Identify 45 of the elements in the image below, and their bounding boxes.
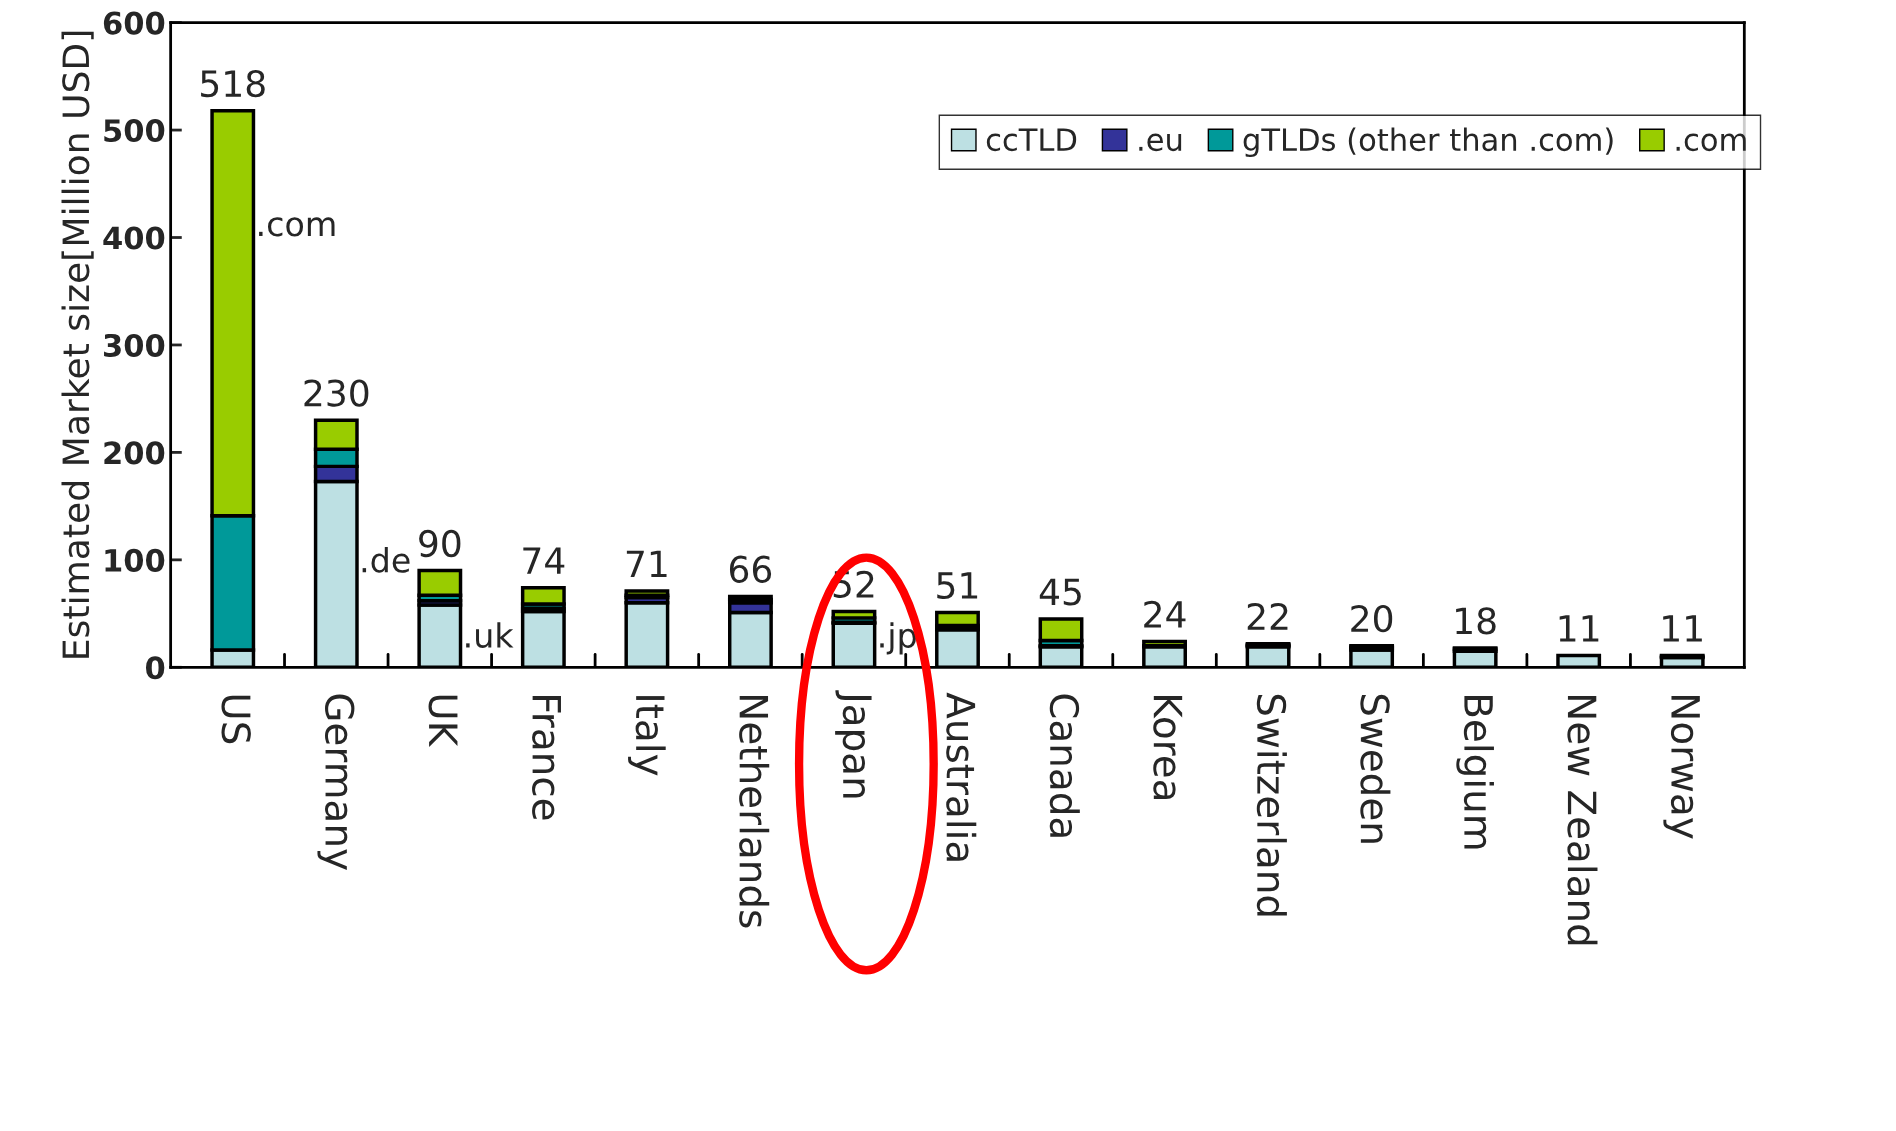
total-label: 66: [729, 555, 772, 583]
x-tick-label: Japan: [835, 690, 872, 798]
x-tick-label: UK: [428, 695, 458, 748]
x-tick-label: Korea: [1153, 696, 1183, 799]
y-tick-label: 400: [103, 226, 165, 250]
total-label: 22: [1247, 602, 1288, 630]
y-tick-label: 200: [104, 441, 165, 465]
total-label: 71: [626, 550, 667, 578]
x-tick-label: Norway: [1663, 696, 1700, 839]
annotation: .com: [259, 217, 335, 237]
total-label: 18: [1456, 607, 1496, 635]
total-label: 90: [419, 529, 461, 558]
total-label: 74: [523, 547, 565, 574]
legend-label: .com: [1676, 133, 1746, 152]
total-label: 51: [937, 572, 978, 600]
x-tick-label: Belgium: [1456, 696, 1494, 849]
total-label: 24: [1144, 600, 1186, 628]
x-tick-label: Canada: [1049, 694, 1080, 837]
x-tick-label: US: [221, 695, 251, 744]
legend-label: gTLDs (other than .com): [1243, 127, 1613, 158]
annotation: .jp: [880, 622, 916, 655]
total-label: 11: [1559, 615, 1599, 642]
x-tick-label: New Zealand: [1567, 696, 1598, 945]
x-tick-label: Switzerland: [1256, 694, 1287, 916]
y-axis-title: Estimated Market size[Million USD]: [61, 31, 94, 658]
total-label: 11: [1663, 615, 1702, 642]
y-tick-label: 100: [105, 548, 165, 572]
x-tick-label: Germany: [317, 694, 355, 870]
legend-label: ccTLD: [986, 128, 1077, 152]
y-tick-label: 0: [145, 656, 165, 680]
y-tick-label: 500: [104, 119, 165, 143]
annotation: .de: [362, 546, 410, 573]
x-tick-label: France: [532, 696, 561, 820]
total-label: 20: [1351, 605, 1393, 633]
x-tick-label: Italy: [628, 696, 666, 776]
total-label: 230: [304, 379, 369, 407]
y-tick-label: 600: [103, 11, 165, 35]
legend-label: .eu: [1139, 133, 1182, 152]
y-tick-label: 300: [104, 333, 165, 357]
total-label: 518: [201, 69, 265, 98]
x-tick-label: Sweden: [1360, 694, 1391, 843]
total-label: 45: [1039, 578, 1081, 606]
x-tick-label: Netherlands: [739, 696, 770, 928]
x-tick-label: Australia: [946, 692, 977, 861]
annotation: .uk: [466, 622, 514, 648]
